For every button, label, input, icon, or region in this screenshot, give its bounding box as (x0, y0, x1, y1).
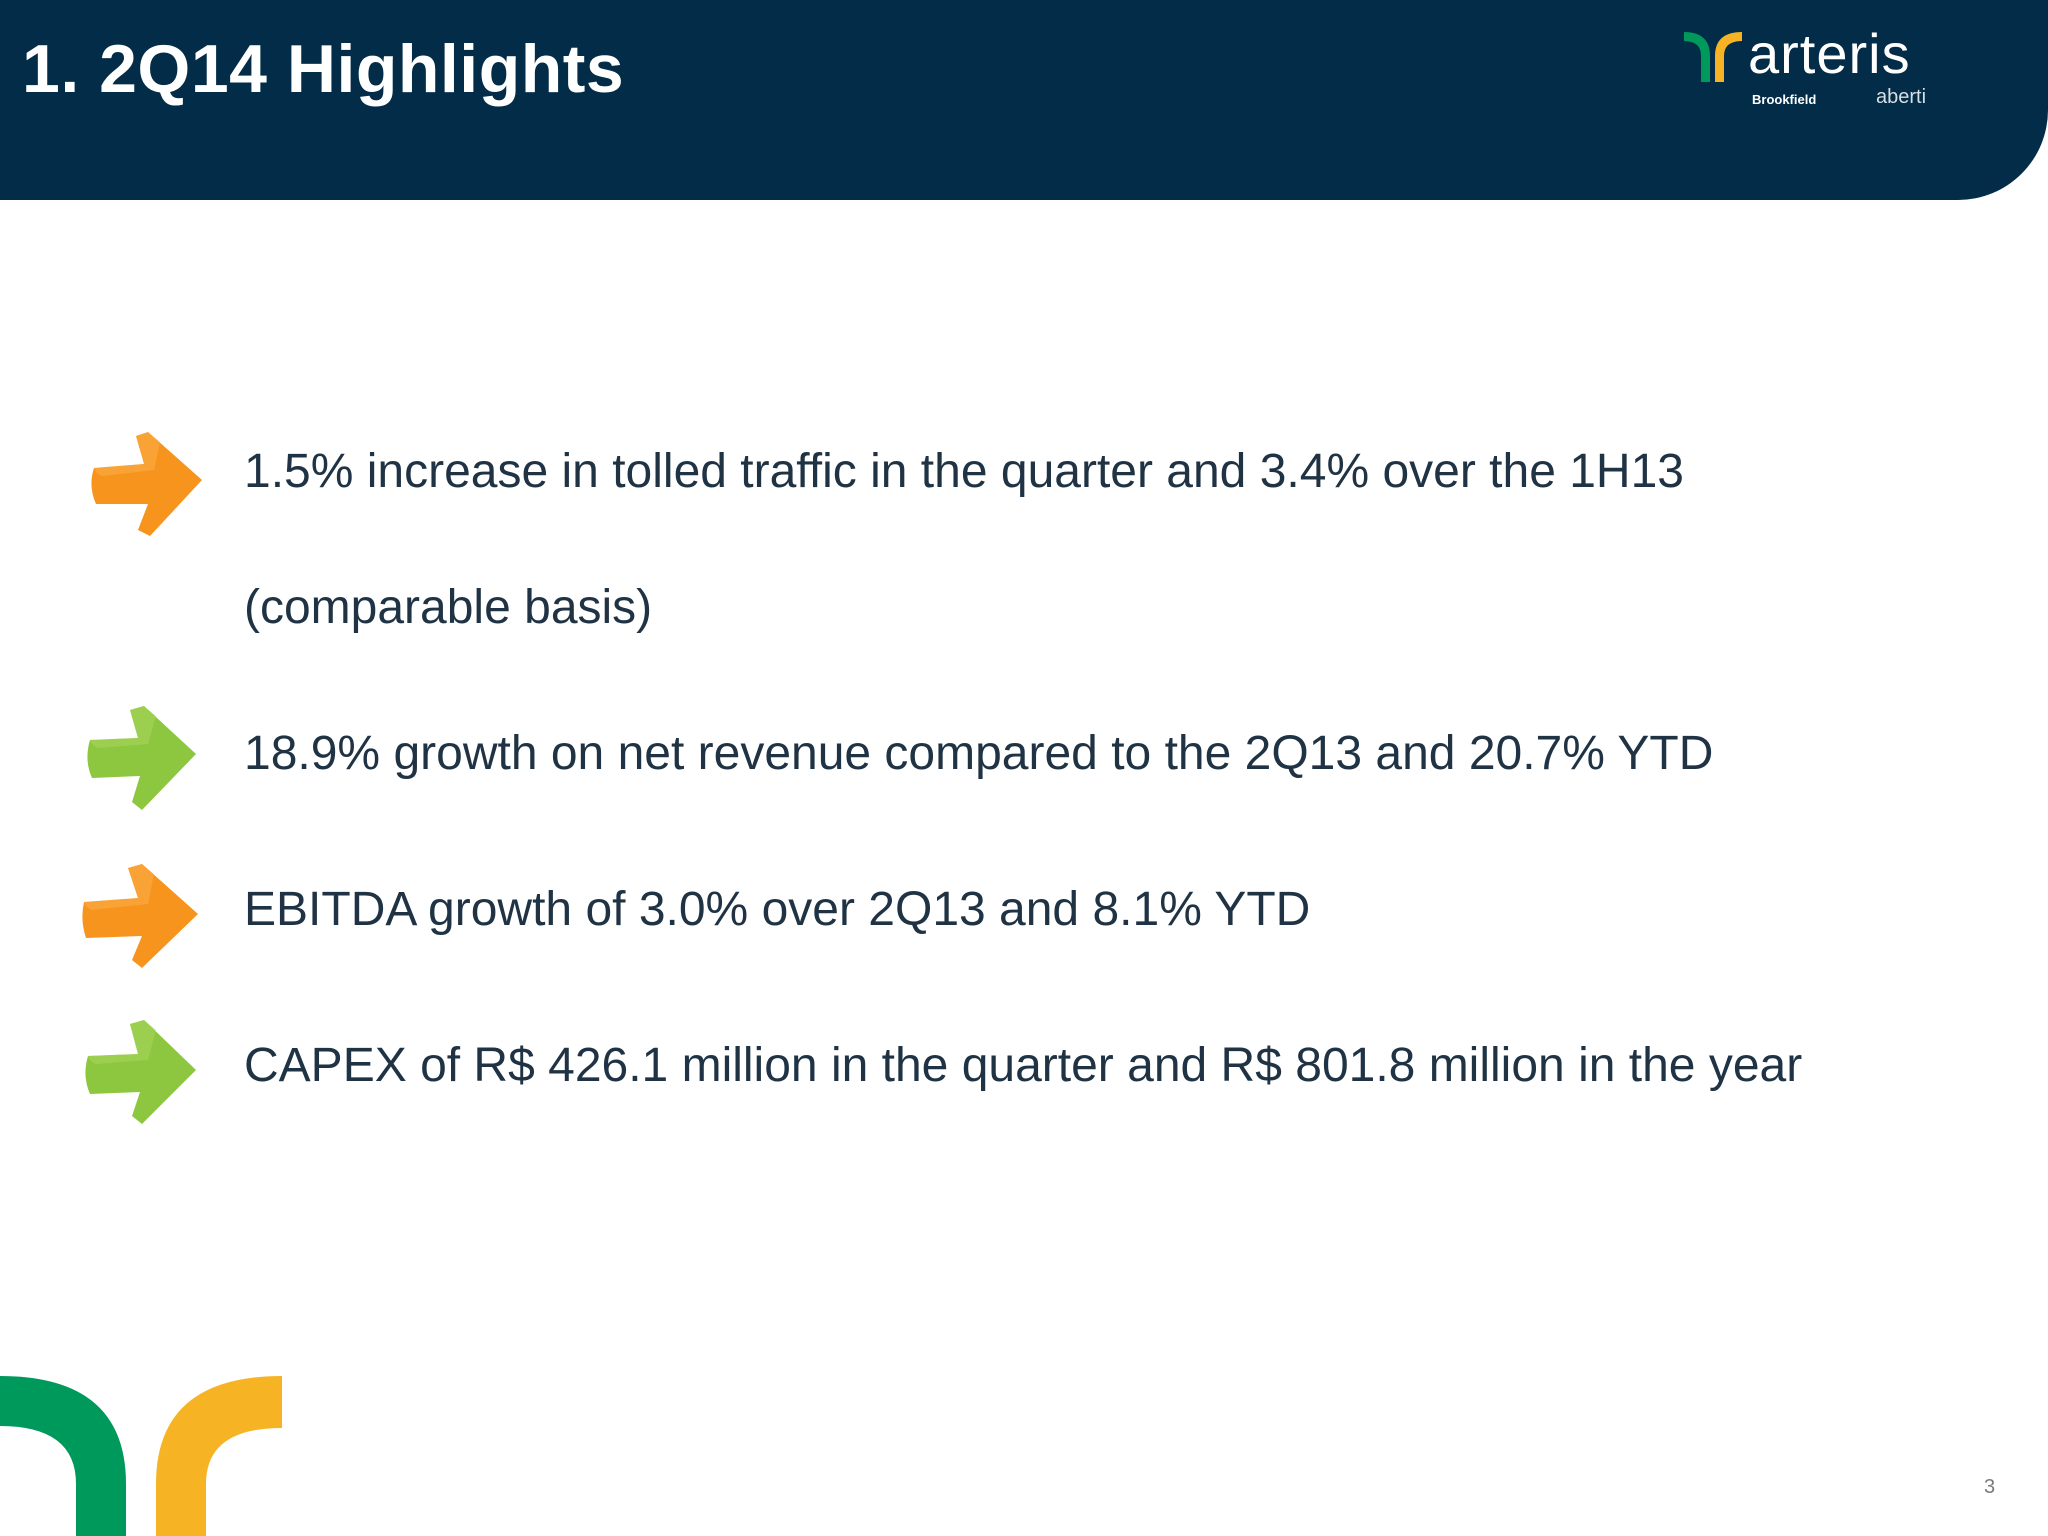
arteris-brand-mark-icon (0, 1376, 282, 1536)
logo-wordmark: arteris (1748, 22, 1911, 85)
green-arrow-icon (85, 1020, 196, 1124)
orange-arrow-icon (82, 864, 198, 968)
slide-title: 1. 2Q14 Highlights (22, 31, 625, 107)
green-arrow-icon (87, 706, 196, 810)
highlight-text: 18.9% growth on net revenue compared to … (244, 727, 1714, 780)
highlight-text: EBITDA growth of 3.0% over 2Q13 and 8.1%… (244, 883, 1311, 936)
orange-arrow-icon (91, 432, 202, 536)
arteris-logo-mark-icon (1684, 32, 1742, 82)
logo-partner-abertis: aberti (1876, 86, 1927, 108)
page-number: 3 (1984, 1476, 1996, 1498)
arteris-logo: arteris Brookfield aberti (1684, 22, 1946, 122)
highlight-text: CAPEX of R$ 426.1 million in the quarter… (244, 1039, 1803, 1092)
logo-partner-brookfield: Brookfield (1752, 92, 1817, 107)
highlight-text: 1.5% increase in tolled traffic in the q… (244, 445, 1684, 634)
header-bar: 1. 2Q14 Highlights arteris Brookfield ab… (0, 0, 2048, 200)
